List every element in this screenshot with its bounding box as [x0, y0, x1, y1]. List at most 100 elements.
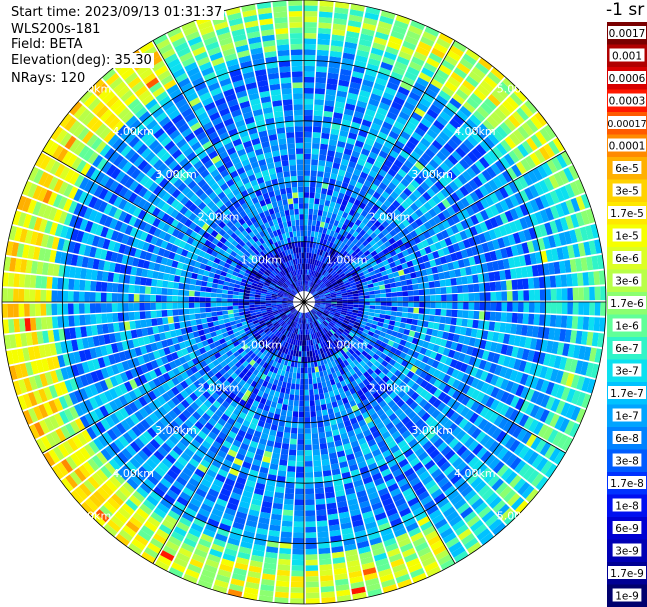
range-gate-cell: [472, 274, 479, 284]
range-gate-cell: [349, 155, 359, 164]
range-gate-cell: [341, 437, 350, 445]
range-gate-cell: [304, 27, 317, 34]
range-gate-cell: [266, 540, 279, 548]
range-gate-cell: [329, 311, 335, 316]
range-gate-cell: [235, 434, 244, 443]
range-gate-cell: [259, 385, 267, 393]
range-gate-cell: [523, 361, 533, 374]
range-gate-cell: [321, 233, 326, 240]
range-gate-cell: [264, 387, 271, 395]
range-gate-cell: [308, 339, 311, 346]
range-gate-cell: [36, 331, 44, 345]
range-gate-cell: [312, 322, 316, 328]
range-gate-cell: [401, 512, 414, 523]
range-gate-cell: [544, 367, 554, 381]
range-gate-cell: [574, 228, 583, 243]
range-gate-cell: [486, 240, 495, 252]
range-gate-cell: [331, 34, 345, 42]
range-gate-cell: [327, 508, 338, 515]
range-gate-cell: [276, 431, 284, 438]
range-gate-cell: [224, 409, 233, 418]
range-gate-cell: [230, 444, 240, 453]
range-gate-cell: [361, 350, 369, 357]
range-gate-cell: [252, 400, 260, 408]
range-gate-cell: [307, 236, 311, 242]
range-gate-cell: [260, 506, 272, 514]
range-gate-cell: [284, 426, 291, 434]
range-gate-cell: [487, 71, 502, 85]
range-gate-cell: [271, 354, 277, 361]
range-gate-cell: [367, 267, 375, 273]
range-gate-cell: [475, 403, 485, 415]
range-gate-cell: [512, 290, 519, 301]
range-gate-cell: [293, 310, 298, 315]
range-gate-cell: [220, 413, 230, 422]
range-gate-cell: [328, 518, 340, 526]
range-gate-cell: [348, 87, 360, 95]
range-gate-cell: [401, 463, 412, 473]
range-gate-cell: [493, 271, 501, 281]
range-gate-cell: [256, 527, 268, 536]
range-gate-cell: [321, 285, 327, 290]
range-gate-cell: [276, 317, 282, 322]
range-gate-cell: [184, 419, 194, 429]
range-gate-cell: [451, 379, 461, 389]
range-gate-cell: [391, 430, 401, 440]
range-gate-cell: [282, 302, 288, 305]
range-gate-cell: [430, 468, 443, 479]
range-gate-cell: [137, 529, 152, 542]
range-gate-cell: [305, 269, 308, 275]
range-gate-cell: [210, 331, 217, 338]
range-gate-cell: [282, 298, 288, 301]
range-gate-cell: [518, 360, 527, 372]
range-gate-cell: [311, 153, 319, 160]
range-gate-cell: [38, 344, 47, 358]
range-gate-cell: [528, 313, 535, 325]
range-gate-cell: [470, 214, 480, 225]
range-gate-cell: [352, 307, 359, 311]
range-gate-cell: [497, 237, 506, 249]
range-gate-cell: [348, 322, 355, 327]
range-gate-cell: [237, 429, 246, 438]
range-gate-cell: [511, 312, 518, 324]
range-gate-cell: [115, 533, 130, 547]
range-gate-cell: [317, 260, 322, 267]
range-gate-cell: [331, 318, 338, 323]
range-gate-cell: [194, 398, 204, 407]
range-gate-cell: [457, 293, 464, 302]
range-gate-cell: [184, 377, 193, 386]
range-gate-cell: [335, 214, 342, 222]
range-gate-cell: [390, 30, 405, 40]
range-gate-cell: [408, 330, 416, 337]
range-gate-cell: [431, 266, 439, 274]
range-gate-cell: [259, 360, 266, 367]
range-gate-cell: [321, 216, 327, 223]
range-gate-cell: [304, 450, 313, 456]
range-gate-cell: [89, 410, 100, 423]
range-gate-cell: [324, 234, 330, 241]
range-gate-cell: [327, 183, 335, 191]
range-gate-cell: [283, 307, 289, 310]
range-gate-cell: [291, 321, 296, 328]
range-gate-cell: [180, 371, 189, 380]
range-gate-cell: [361, 256, 369, 263]
range-gate-cell: [28, 376, 38, 391]
range-gate-cell: [261, 310, 267, 314]
range-gate-cell: [315, 313, 321, 318]
range-gate-cell: [188, 415, 198, 425]
range-gate-cell: [152, 398, 162, 409]
range-gate-cell: [161, 339, 169, 348]
range-gate-cell: [32, 246, 41, 260]
range-gate-cell: [427, 342, 435, 351]
range-gate-cell: [239, 314, 246, 320]
range-gate-cell: [235, 383, 243, 391]
range-gate-cell: [490, 386, 500, 399]
range-gate-cell: [84, 349, 92, 361]
range-gate-cell: [25, 332, 33, 346]
range-gate-cell: [130, 368, 139, 378]
range-gate-cell: [322, 341, 327, 348]
range-gate-cell: [413, 146, 424, 157]
range-gate-cell: [311, 290, 317, 295]
range-gate-cell: [244, 289, 251, 294]
range-gate-cell: [333, 18, 347, 26]
